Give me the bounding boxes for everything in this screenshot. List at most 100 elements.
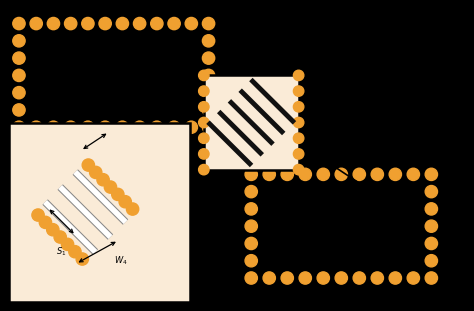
- Circle shape: [62, 238, 74, 250]
- Circle shape: [281, 168, 293, 180]
- Circle shape: [32, 209, 44, 221]
- Circle shape: [371, 272, 383, 284]
- Circle shape: [199, 165, 209, 175]
- Circle shape: [90, 166, 102, 179]
- Circle shape: [69, 246, 81, 258]
- Circle shape: [245, 255, 257, 267]
- Circle shape: [245, 168, 257, 180]
- Circle shape: [76, 253, 89, 265]
- Circle shape: [134, 121, 146, 133]
- Circle shape: [389, 272, 401, 284]
- Circle shape: [39, 216, 52, 229]
- Circle shape: [293, 102, 304, 112]
- Circle shape: [299, 168, 311, 180]
- Circle shape: [317, 272, 329, 284]
- Circle shape: [202, 52, 215, 64]
- Circle shape: [317, 168, 329, 180]
- Circle shape: [185, 17, 198, 30]
- Circle shape: [46, 224, 59, 236]
- Circle shape: [407, 272, 419, 284]
- Circle shape: [202, 69, 215, 81]
- Circle shape: [245, 272, 257, 284]
- Circle shape: [82, 159, 94, 171]
- Circle shape: [263, 168, 275, 180]
- Circle shape: [13, 121, 25, 133]
- Circle shape: [199, 86, 209, 96]
- Circle shape: [199, 133, 209, 143]
- Circle shape: [13, 69, 25, 81]
- Circle shape: [293, 133, 304, 143]
- Circle shape: [293, 117, 304, 128]
- Circle shape: [293, 86, 304, 96]
- Circle shape: [245, 185, 257, 198]
- Circle shape: [185, 121, 198, 133]
- Text: $W_2$: $W_2$: [393, 212, 410, 226]
- Circle shape: [13, 52, 25, 64]
- Circle shape: [425, 237, 438, 250]
- Circle shape: [353, 168, 365, 180]
- Circle shape: [30, 17, 42, 30]
- Circle shape: [425, 185, 438, 198]
- Circle shape: [425, 272, 438, 284]
- Circle shape: [47, 121, 60, 133]
- Circle shape: [199, 70, 209, 81]
- Text: $S_1$: $S_1$: [56, 245, 67, 258]
- Circle shape: [299, 272, 311, 284]
- Circle shape: [202, 35, 215, 47]
- Circle shape: [54, 231, 66, 243]
- Bar: [204, 75, 299, 169]
- Circle shape: [389, 168, 401, 180]
- Circle shape: [245, 203, 257, 215]
- Circle shape: [335, 168, 347, 180]
- Circle shape: [199, 149, 209, 159]
- Circle shape: [199, 102, 209, 112]
- Circle shape: [245, 237, 257, 250]
- Circle shape: [202, 121, 215, 133]
- Circle shape: [116, 17, 128, 30]
- Circle shape: [335, 272, 347, 284]
- Bar: [9, 123, 190, 302]
- Circle shape: [99, 121, 111, 133]
- Circle shape: [168, 17, 180, 30]
- Circle shape: [202, 86, 215, 99]
- Circle shape: [425, 203, 438, 215]
- Circle shape: [116, 121, 128, 133]
- Circle shape: [293, 165, 304, 175]
- Circle shape: [127, 203, 139, 215]
- Circle shape: [13, 17, 25, 30]
- Circle shape: [293, 70, 304, 81]
- Circle shape: [82, 17, 94, 30]
- Circle shape: [263, 272, 275, 284]
- Circle shape: [425, 220, 438, 232]
- Circle shape: [82, 121, 94, 133]
- Circle shape: [30, 121, 42, 133]
- Circle shape: [425, 255, 438, 267]
- Circle shape: [353, 272, 365, 284]
- Circle shape: [13, 35, 25, 47]
- Circle shape: [293, 149, 304, 159]
- Circle shape: [151, 17, 163, 30]
- Circle shape: [281, 272, 293, 284]
- Circle shape: [425, 168, 438, 180]
- Circle shape: [119, 196, 131, 208]
- Circle shape: [97, 174, 109, 186]
- Circle shape: [371, 168, 383, 180]
- Circle shape: [134, 17, 146, 30]
- Text: $W_4$: $W_4$: [114, 254, 128, 267]
- Circle shape: [245, 220, 257, 232]
- Circle shape: [99, 17, 111, 30]
- Circle shape: [104, 181, 117, 193]
- Circle shape: [13, 104, 25, 116]
- Circle shape: [64, 121, 77, 133]
- Circle shape: [13, 86, 25, 99]
- Circle shape: [47, 17, 60, 30]
- Circle shape: [202, 17, 215, 30]
- Circle shape: [112, 188, 124, 201]
- Circle shape: [168, 121, 180, 133]
- Text: $S_2$: $S_2$: [313, 10, 325, 24]
- Circle shape: [202, 104, 215, 116]
- Circle shape: [64, 17, 77, 30]
- Circle shape: [151, 121, 163, 133]
- Circle shape: [199, 117, 209, 128]
- Text: $W_3$: $W_3$: [88, 112, 101, 125]
